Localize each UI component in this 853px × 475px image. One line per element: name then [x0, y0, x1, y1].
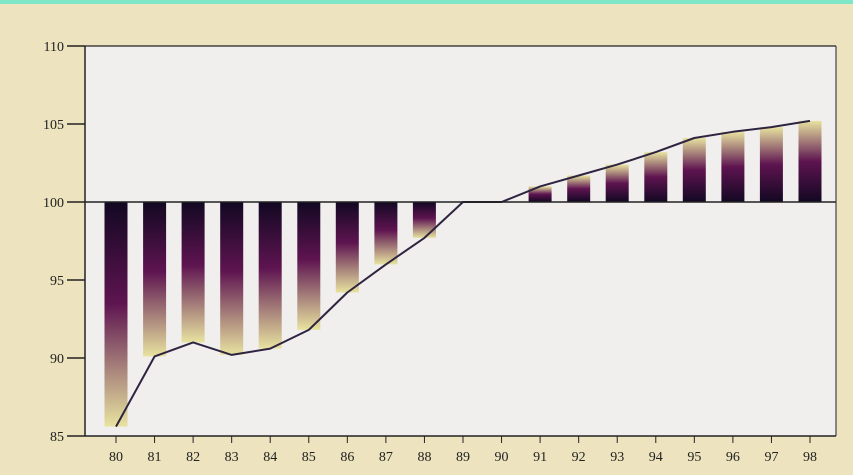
y-tick-label: 85 [50, 430, 64, 445]
x-tick-label: 83 [225, 450, 239, 465]
y-tick-label: 90 [50, 352, 64, 367]
bar-88 [412, 202, 436, 238]
bar-98 [798, 120, 822, 202]
y-tick-label: 105 [43, 118, 64, 133]
x-tick-label: 80 [109, 450, 123, 465]
x-tick-label: 89 [456, 450, 470, 465]
x-tick-label: 84 [263, 450, 277, 465]
bar-94 [644, 152, 668, 202]
y-tick-label: 110 [44, 40, 64, 55]
x-tick-label: 85 [302, 450, 316, 465]
x-tick-label: 98 [803, 450, 817, 465]
x-tick-label: 92 [572, 450, 586, 465]
plot-area [85, 46, 836, 436]
bars-group [104, 120, 822, 427]
x-tick-label: 93 [610, 450, 624, 465]
bar-96 [721, 131, 745, 202]
axes-group [84, 45, 837, 437]
y-tick-label: 100 [43, 196, 64, 211]
x-tick-label: 94 [649, 450, 663, 465]
bar-91 [528, 186, 552, 202]
top-border [0, 0, 853, 4]
x-ticks-group: 80 81 82 83 84 85 86 87 88 89 90 91 92 93 94 95 96 97 98 [109, 436, 817, 465]
bar-92 [567, 175, 591, 202]
x-tick-label: 90 [495, 450, 509, 465]
x-tick-label: 82 [186, 450, 200, 465]
bar-93 [605, 164, 629, 202]
bar-82 [181, 202, 205, 343]
x-tick-label: 88 [417, 450, 431, 465]
y-ticks-group: 85 90 95 100 105 110 [43, 40, 85, 445]
x-tick-label: 86 [340, 450, 354, 465]
bar-81 [143, 202, 167, 357]
bar-97 [759, 127, 783, 202]
bar-86 [335, 202, 359, 293]
x-tick-label: 87 [379, 450, 393, 465]
x-tick-label: 97 [764, 450, 778, 465]
x-tick-label: 95 [687, 450, 701, 465]
bar-87 [374, 202, 398, 265]
bar-85 [297, 202, 321, 330]
x-tick-label: 96 [726, 450, 740, 465]
x-tick-label: 81 [148, 450, 162, 465]
y-tick-label: 95 [50, 274, 64, 289]
x-tick-label: 91 [533, 450, 547, 465]
bar-80 [104, 202, 128, 427]
bar-95 [682, 138, 706, 202]
bar-83 [220, 202, 244, 355]
bar-84 [258, 202, 282, 349]
